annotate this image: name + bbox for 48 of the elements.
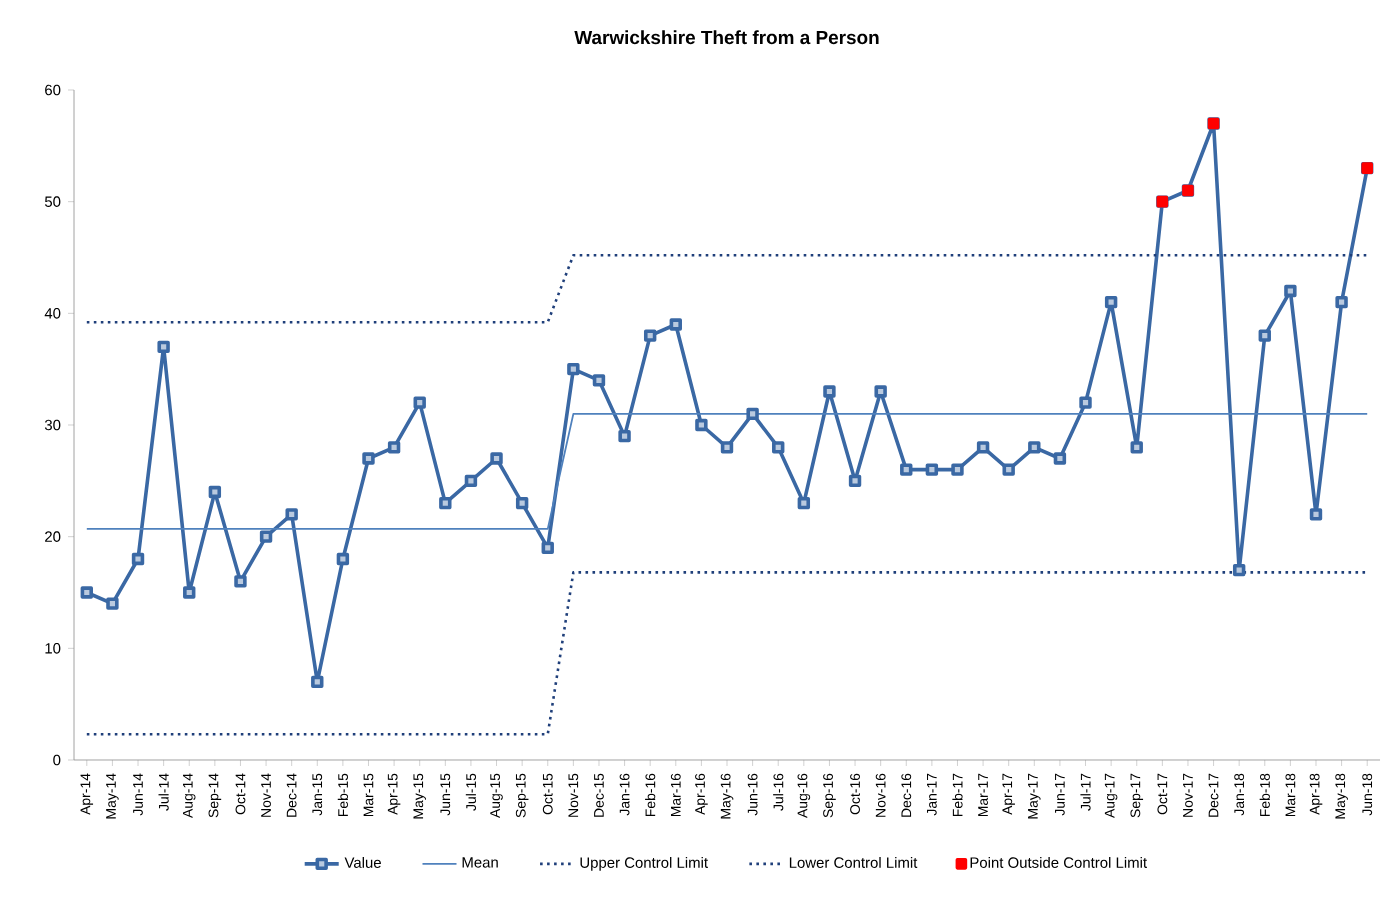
point [80, 586, 93, 599]
point [208, 485, 222, 499]
point [772, 441, 785, 454]
point [515, 496, 529, 510]
point [311, 675, 324, 689]
point [490, 452, 503, 465]
point [234, 575, 247, 588]
point [900, 463, 913, 476]
point [413, 396, 426, 409]
point [669, 318, 682, 331]
point [1130, 441, 1143, 454]
chart-title: Warwickshire Theft from a Person [574, 30, 879, 45]
point [183, 586, 196, 599]
point [131, 552, 145, 566]
point [106, 597, 119, 610]
point [259, 530, 273, 543]
point [592, 374, 606, 387]
point [1002, 463, 1015, 476]
point [1284, 284, 1297, 298]
point [1028, 441, 1041, 454]
point [823, 385, 836, 398]
point [387, 441, 401, 454]
point [925, 463, 939, 476]
point [439, 496, 452, 510]
point [1053, 452, 1067, 465]
point [976, 441, 990, 454]
point [1335, 295, 1348, 309]
point [1104, 295, 1118, 309]
point [720, 441, 734, 454]
point [643, 329, 657, 342]
point [541, 541, 554, 555]
point [567, 362, 580, 376]
point [336, 552, 350, 566]
point [695, 418, 708, 432]
point [848, 474, 862, 488]
point [1232, 563, 1246, 577]
point [874, 385, 887, 398]
point [618, 429, 631, 443]
point [464, 474, 478, 488]
point [362, 452, 375, 465]
point [1258, 329, 1271, 342]
point [1309, 508, 1323, 521]
point [746, 407, 759, 421]
point [951, 463, 964, 476]
point [797, 496, 811, 510]
point [285, 508, 298, 521]
point [1079, 396, 1092, 409]
point [157, 340, 170, 354]
